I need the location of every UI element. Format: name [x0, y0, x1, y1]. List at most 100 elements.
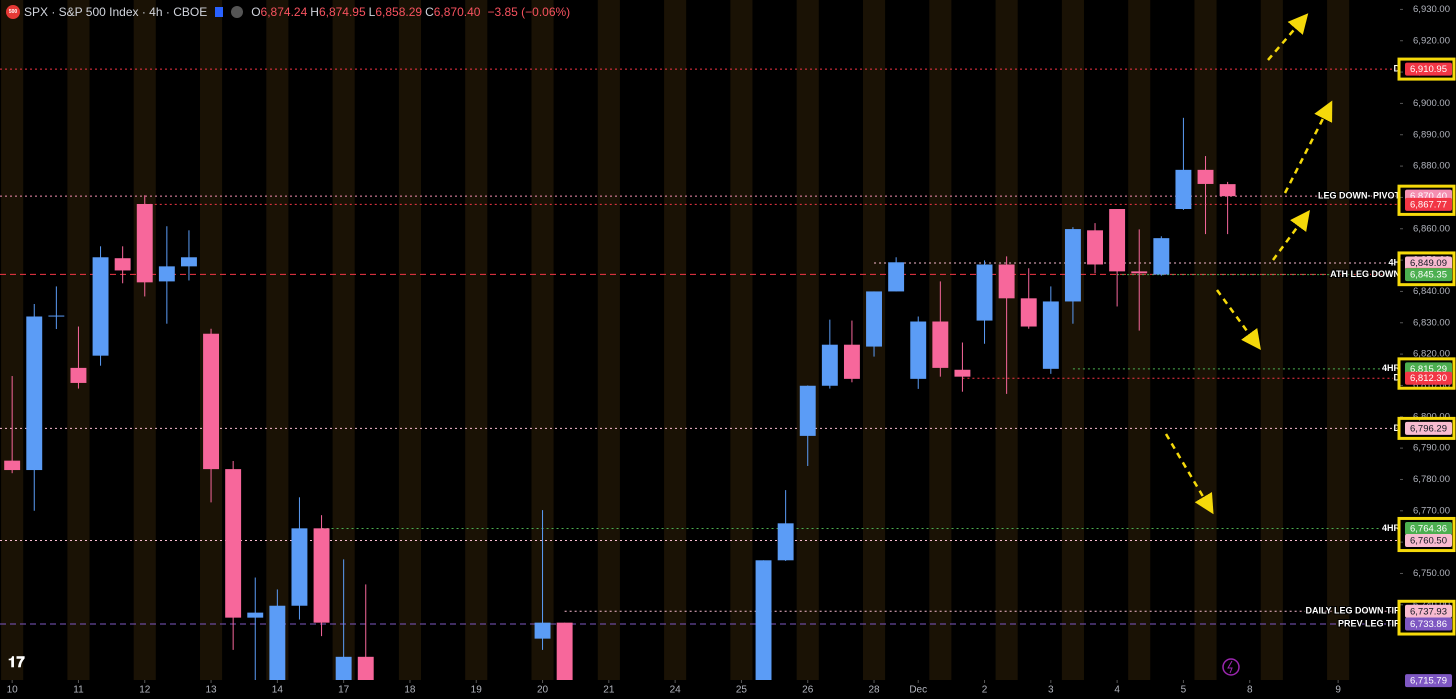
candle-body	[843, 344, 860, 379]
session-band	[1260, 0, 1283, 680]
candle-body	[247, 612, 264, 618]
change: −3.85 (−0.06%)	[487, 5, 571, 19]
y-tick-label: 6,820.00	[1413, 349, 1450, 360]
price-badge-label: 6,733.86	[1410, 619, 1447, 630]
symbol-title[interactable]: SPX · S&P 500 Index · 4h · CBOE	[24, 5, 208, 19]
candle-body	[92, 257, 109, 356]
session-band	[796, 0, 819, 680]
candle-body	[1153, 238, 1170, 275]
symbol-header: 500 SPX · S&P 500 Index · 4h · CBOE O6,8…	[6, 5, 573, 19]
candle-body	[4, 460, 21, 471]
price-badge	[1405, 534, 1452, 548]
x-tick-label: 26	[802, 685, 814, 696]
candle-body	[556, 622, 573, 680]
candle-body	[821, 344, 838, 386]
y-tick-label: 6,900.00	[1413, 98, 1450, 109]
price-badge	[1405, 268, 1452, 282]
ohlc-key: O	[251, 5, 261, 19]
x-tick-label: 4	[1114, 685, 1120, 696]
ohlc-value: 6,858.29	[375, 5, 423, 19]
flag[interactable]	[215, 7, 224, 17]
candle-body	[335, 656, 352, 680]
y-tick-label: 6,830.00	[1413, 317, 1450, 328]
x-tick-label: 10	[7, 685, 19, 696]
session-band	[398, 0, 421, 680]
x-tick-label: 13	[205, 685, 217, 696]
toggle[interactable]	[231, 6, 244, 18]
price-badge-label: 6,715.79	[1410, 676, 1447, 687]
candle-body	[313, 528, 330, 623]
level-name: 4HR	[1382, 523, 1401, 533]
price-badge	[1405, 521, 1452, 535]
level-name: 4HR	[1382, 363, 1401, 373]
highlight-box	[1397, 57, 1456, 81]
x-tick-label: 5	[1181, 685, 1187, 696]
ohlc-key: L	[368, 5, 376, 19]
candle-body	[291, 528, 308, 606]
price-badge-label: 6,867.77	[1410, 199, 1447, 210]
y-tick-label: 6,770.00	[1413, 505, 1450, 516]
price-badge	[1405, 371, 1452, 385]
price-badge-label: 6,910.95	[1410, 64, 1447, 75]
alert-bolt	[1227, 660, 1233, 674]
price-badge	[1405, 604, 1452, 618]
time-axis-bg	[0, 680, 1456, 699]
level-name: D	[1394, 63, 1401, 73]
y-tick-label: 6,880.00	[1413, 161, 1450, 172]
x-tick-label: 28	[868, 685, 880, 696]
price-axis-bg	[1400, 0, 1456, 699]
candle-body	[1087, 230, 1103, 265]
x-tick-label: 9	[1335, 685, 1341, 696]
candle-body	[755, 560, 772, 680]
candle-body	[954, 369, 971, 377]
highlight-box	[1397, 357, 1456, 390]
ohlc-key: C	[425, 5, 434, 19]
price-badge-label: 6,849.09	[1410, 258, 1447, 269]
candle-body	[1175, 169, 1192, 210]
candle-body	[976, 264, 993, 321]
price-badge	[1405, 197, 1452, 211]
price-badge	[1405, 421, 1452, 435]
candle-body	[26, 316, 43, 471]
ohlc-value: 6,870.40	[433, 5, 481, 19]
x-tick-label: Dec	[909, 685, 927, 696]
candle-body	[1109, 209, 1126, 272]
y-tick-label: 6,930.00	[1413, 4, 1450, 15]
ohlc-value: 6,874.24	[260, 5, 308, 19]
x-tick-label: 3	[1048, 685, 1054, 696]
price-badge-label: 6,796.29	[1410, 423, 1447, 434]
candle-body	[357, 656, 374, 680]
price-badge-label: 6,760.50	[1410, 536, 1447, 547]
alert-icon[interactable]	[1222, 658, 1240, 676]
candle-body	[114, 258, 131, 271]
symbol-icon: 500	[6, 5, 20, 19]
candle-body	[1219, 184, 1236, 197]
level-name: D	[1394, 373, 1401, 383]
x-tick-label: 20	[537, 685, 549, 696]
level-name: D	[1394, 423, 1401, 433]
y-tick-label: 6,920.00	[1413, 35, 1450, 46]
candle-body	[932, 321, 949, 368]
candle-body	[1131, 271, 1148, 274]
highlight-box	[1397, 516, 1456, 553]
y-tick-label: 6,790.00	[1413, 443, 1450, 454]
ohlc-value: 6,874.95	[318, 5, 366, 19]
y-tick-label: 6,840.00	[1413, 286, 1450, 297]
x-tick-label: 14	[272, 685, 284, 696]
candle-body	[1020, 298, 1037, 327]
level-name: DAILY LEG DOWN TIP	[1305, 606, 1400, 616]
annotation-arrows	[1164, 13, 1333, 515]
price-badge-label: 6,845.35	[1410, 270, 1447, 281]
candle-body	[136, 204, 153, 283]
candle-body	[799, 385, 816, 436]
candle-body	[1042, 301, 1059, 369]
x-tick-label: 18	[404, 685, 416, 696]
candle-body	[180, 257, 197, 267]
candle-body	[998, 264, 1015, 299]
x-tick-label: 25	[736, 685, 748, 696]
y-tick-label: 6,810.00	[1413, 380, 1450, 391]
x-tick-label: 11	[73, 685, 84, 696]
price-badge-label: 6,737.93	[1410, 606, 1447, 617]
tv-logo: 𝟏𝟕	[8, 654, 25, 671]
